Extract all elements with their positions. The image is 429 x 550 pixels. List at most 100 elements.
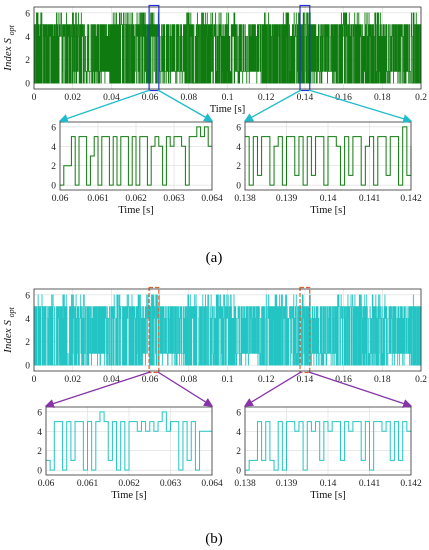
y-tick-label: 2 [51,162,56,172]
plot-frame [244,121,412,191]
x-tick-label: 0.12 [258,93,275,103]
x-tick-label: 0.18 [374,93,391,103]
x-tick-label: 0.138 [234,194,256,204]
series-line [245,421,411,471]
y-tick-label: 0 [236,182,241,192]
y-tick-label: 2 [236,162,241,172]
zoom-region-box [299,286,311,374]
zoom-region-box [148,4,160,92]
x-tick-label: 0.064 [201,479,223,489]
y-tick-label: 6 [51,123,56,133]
x-tick-label: 0.1 [222,93,234,103]
y-tick-label: 4 [37,428,42,438]
panel-label-b: (b) [205,531,223,547]
x-tick-label: 0.064 [201,194,223,204]
x-tick-label: 0.02 [64,93,81,103]
panel-label-a: (a) [206,250,223,266]
x-tick-label: 0.14 [297,375,314,385]
y-tick-label: 0 [25,80,30,90]
zoom-connector-arrow [243,371,302,407]
y-tick-label: 4 [236,428,241,438]
x-tick-label: 0.139 [276,479,298,489]
x-tick-label: 0.06 [38,479,55,489]
y-tick-label: 6 [37,408,42,418]
zoom-region-box [299,4,311,92]
x-tick-label: 0.14 [297,93,314,103]
x-tick-label: 0.142 [400,194,422,204]
y-tick-label: 0 [236,467,241,477]
x-tick-label: 0 [32,93,37,103]
zoom-connector-arrow [157,371,214,407]
x-tick-label: 0.06 [142,375,159,385]
chart-b-zoom-2: 0.138 0.139 0.14 0.141 0.142 0 2 4 6 Time [s] [234,406,422,501]
x-tick-label: 0.18 [374,375,391,385]
x-tick-label: 0.2 [415,375,427,385]
plot-frame [33,288,422,372]
x-tick-label: 0.1 [222,375,234,385]
y-axis-label: Index S opt [2,24,16,71]
y-tick-label: 4 [51,143,56,153]
x-tick-label: 0.141 [359,194,381,204]
x-tick-label: 0.08 [180,93,197,103]
y-tick-label: 6 [236,408,241,418]
chart-a-zoom-1: 0.06 0.061 0.062 0.063 0.064 0 2 4 6 Time [s] [51,121,223,216]
x-tick-label: 0 [32,375,37,385]
x-tick-label: 0.062 [118,479,140,489]
zoom-connector-arrow [308,89,413,124]
chart-a-main: 0 0.02 0.04 0.06 0.08 0.1 0.12 0.14 0.16 0.18 0.2 0… [2,4,427,115]
series-line [46,411,212,471]
y-tick-label: 2 [37,447,42,457]
x-tick-label: 0.062 [125,194,147,204]
x-tick-label: 0.16 [335,375,352,385]
x-axis-label: Time [s] [111,490,147,501]
y-tick-label: 0 [37,467,42,477]
y-tick-label: 2 [25,56,30,66]
y-tick-label: 6 [25,291,30,301]
x-tick-label: 0.14 [320,194,337,204]
series-line [60,126,212,186]
x-tick-label: 0.02 [64,375,81,385]
x-axis-label: Time [s] [118,205,154,216]
x-axis-label: Time [s] [310,490,346,501]
zoom-connectors [44,89,413,408]
y-tick-label: 4 [25,33,30,43]
x-tick-label: 0.063 [163,194,185,204]
x-tick-label: 0.063 [160,479,182,489]
y-tick-label: 4 [25,315,30,325]
x-tick-label: 0.142 [400,479,422,489]
x-tick-label: 0.06 [142,93,159,103]
x-tick-label: 0.139 [276,194,298,204]
x-axis-label: Time [s] [210,104,246,115]
y-tick-label: 6 [236,123,241,133]
chart-b-main: 0 0.02 0.04 0.06 0.08 0.1 0.12 0.14 0.16 0.18 0.2 0… [2,286,427,385]
series-line [33,294,422,366]
plot-frame [59,121,213,191]
x-axis-label: Time [s] [310,205,346,216]
x-tick-label: 0.08 [180,375,197,385]
zoom-region-box [148,286,160,374]
x-tick-label: 0.06 [52,194,69,204]
x-tick-label: 0.04 [103,375,120,385]
x-tick-label: 0.2 [415,93,427,103]
zoom-connector-arrow [157,89,214,122]
x-tick-label: 0.14 [320,479,337,489]
plot-frame [244,406,412,476]
zoom-connector-arrow [308,371,413,408]
series-line [34,12,422,84]
x-tick-label: 0.061 [77,479,99,489]
y-tick-label: 0 [51,182,56,192]
chart-b-zoom-1: 0.06 0.061 0.062 0.063 0.064 0 2 4 6 Time [s] [37,406,223,501]
x-tick-label: 0.061 [87,194,109,204]
x-tick-label: 0.12 [258,375,275,385]
plot-frame [45,406,213,476]
chart-a-zoom-2: 0.138 0.139 0.14 0.141 0.142 0 2 4 6 Time [s] [234,121,422,216]
zoom-connector-arrow [58,89,151,123]
series-line [245,126,412,186]
y-tick-label: 2 [25,338,30,348]
plot-frame [33,6,422,90]
x-tick-label: 0.16 [335,93,352,103]
y-axis-label: Index S opt [2,306,16,353]
x-tick-label: 0.138 [234,479,256,489]
zoom-connector-arrow [243,89,302,122]
